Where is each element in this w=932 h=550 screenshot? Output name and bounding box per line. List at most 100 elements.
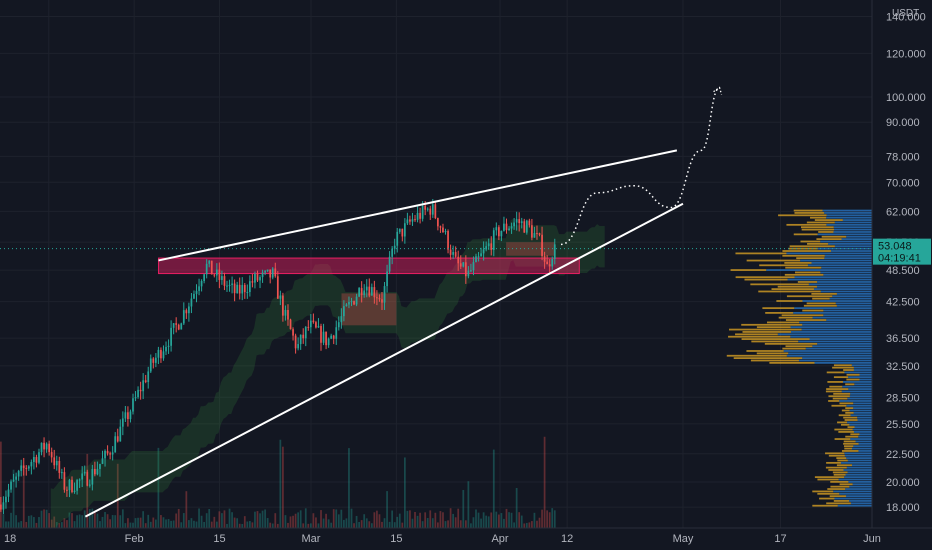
candle-body (409, 219, 411, 222)
profile-bar-down (758, 290, 821, 293)
volume-bar (485, 515, 488, 528)
profile-bar-down (801, 228, 834, 231)
profile-bar-up (851, 364, 872, 367)
candle-body (193, 293, 195, 299)
indicator-cloud (50, 218, 605, 531)
profile-bar-up (853, 445, 872, 448)
profile-bar-down (837, 421, 848, 424)
profile-bar-down (735, 276, 795, 279)
candle-body (50, 452, 53, 458)
volume-bar (157, 447, 160, 528)
volume-bar (292, 515, 294, 528)
price-tick-label: 140.000 (886, 12, 926, 24)
price-tick-label: 32.500 (886, 361, 920, 373)
volume-bar (462, 489, 465, 528)
volume-bar (210, 521, 213, 528)
volume-bar (218, 511, 221, 528)
price-tick-label: 48.500 (886, 265, 920, 277)
candle-body (66, 489, 68, 491)
candle-body (388, 256, 391, 272)
volume-bar (233, 517, 236, 528)
profile-bar-up (841, 238, 872, 241)
candle-body (434, 204, 437, 219)
volume-bar (111, 515, 114, 528)
profile-bar-up (851, 464, 872, 467)
profile-bar-down (788, 247, 818, 250)
bar-countdown: 04:19:41 (878, 253, 921, 265)
candle-body (477, 256, 480, 258)
price-tick-label: 62.000 (886, 206, 920, 218)
profile-bar-down (782, 254, 825, 257)
profile-bar-up (800, 259, 872, 262)
profile-bar-up (829, 297, 872, 300)
profile-bar-up (812, 316, 872, 319)
candle-body (449, 249, 452, 255)
profile-bar-down (766, 321, 800, 324)
volume-bar (294, 513, 297, 528)
profile-bar-up (807, 264, 872, 267)
candle-body (370, 287, 373, 296)
volume-bar (0, 441, 2, 528)
volume-bar (271, 523, 274, 528)
profile-bar-down (794, 212, 825, 214)
candle-body (330, 335, 333, 339)
candle-body (393, 245, 396, 249)
profile-bar-down (744, 278, 788, 281)
volume-bar (99, 521, 101, 528)
profile-bar-up (845, 495, 872, 498)
volume-bar (165, 519, 167, 528)
profile-bar-down (841, 450, 859, 452)
profile-bar-up (853, 407, 872, 409)
candle-body (182, 310, 185, 324)
volume-bar (241, 523, 244, 528)
profile-bar-down (832, 397, 848, 400)
candle-body (536, 233, 538, 235)
volume-bar (66, 520, 68, 528)
volume-bar (200, 515, 203, 528)
profile-bar-up (844, 371, 872, 374)
profile-bar-up (853, 366, 872, 369)
price-tick-label: 36.500 (886, 333, 920, 345)
volume-bar (327, 519, 330, 528)
candle-body (282, 295, 284, 316)
profile-bar-down (829, 495, 846, 498)
candle-body (437, 218, 439, 227)
volume-bar (175, 513, 178, 528)
profile-bar-up (847, 397, 872, 400)
profile-bar-down (728, 335, 791, 338)
time-axis[interactable]: 18 Feb 15 Mar 15 Apr 12 May 17 Jun (0, 527, 932, 550)
volume-bar (223, 510, 226, 528)
profile-bar-down (829, 385, 843, 388)
profile-bar-up (849, 395, 872, 398)
profile-bar-up (839, 492, 872, 495)
volume-bar (381, 521, 383, 528)
volume-bar (86, 453, 89, 528)
candle-body (294, 335, 297, 349)
profile-bar-down (803, 304, 837, 307)
candle-body (104, 450, 106, 459)
profile-bar-up (859, 433, 872, 436)
trendline-drawings[interactable] (84, 149, 684, 518)
profile-bar-up (802, 357, 872, 360)
volume-bar (266, 518, 269, 528)
candle-body (518, 219, 521, 224)
volume-bar (256, 511, 259, 528)
profile-bar-up (824, 212, 872, 214)
profile-bar-down (797, 281, 818, 283)
profile-bar-down (827, 488, 846, 490)
volume-bar (307, 523, 310, 528)
price-tick-label: 22.500 (886, 449, 920, 461)
candle-body (325, 331, 327, 346)
profile-bar-up (801, 328, 872, 331)
candle-body (76, 480, 78, 491)
volume-bar (198, 508, 200, 528)
candle-body (350, 301, 353, 303)
projection-path[interactable] (560, 86, 720, 246)
volume-bar (287, 522, 289, 528)
candle-body (337, 322, 340, 328)
profile-bar-down (826, 371, 845, 374)
candle-body (12, 479, 15, 482)
profile-bar-down (776, 300, 803, 302)
candle-body (152, 358, 155, 363)
